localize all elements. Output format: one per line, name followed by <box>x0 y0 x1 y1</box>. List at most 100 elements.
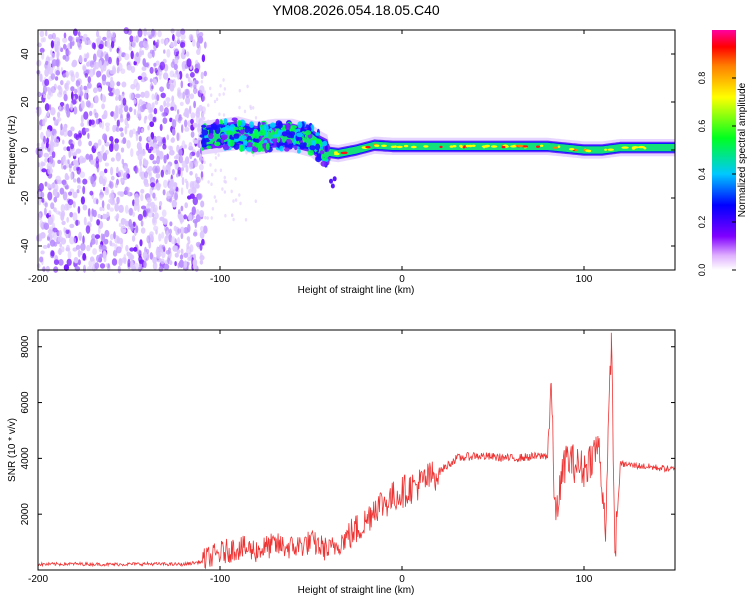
noise-blob <box>135 93 141 99</box>
noise-blob <box>111 175 115 181</box>
noise-blob <box>96 49 101 58</box>
noise-blob <box>204 215 207 220</box>
noise-blob <box>83 58 87 62</box>
noise-blob <box>188 160 194 170</box>
noise-blob <box>59 102 65 107</box>
noise-blob <box>75 71 79 79</box>
noise-blob <box>44 157 48 163</box>
noise-blob <box>41 197 45 203</box>
noise-blob <box>47 165 52 175</box>
noise-blob <box>70 86 75 92</box>
noise-blob <box>158 233 162 242</box>
ridge-blotch <box>279 145 284 152</box>
noise-blob <box>138 50 142 58</box>
noise-blob <box>62 139 65 145</box>
ridge-blotch <box>297 121 303 129</box>
noise-blob <box>50 40 55 49</box>
noise-blob <box>201 115 205 120</box>
noise-blob <box>129 35 134 43</box>
noise-blob <box>109 181 114 189</box>
noise-blob <box>98 43 104 50</box>
ridge-blotch <box>245 146 253 152</box>
ridge-blotch <box>233 126 239 131</box>
noise-blob <box>42 244 48 249</box>
noise-blob <box>188 252 192 260</box>
noise-blob <box>110 139 114 149</box>
ridge-blotch <box>276 136 281 143</box>
noise-blob <box>144 115 148 120</box>
noise-blob <box>87 266 93 271</box>
noise-blob <box>153 107 158 115</box>
ridge-hotspot <box>403 144 409 148</box>
noise-blob <box>168 79 172 85</box>
noise-blob <box>173 40 178 47</box>
noise-blob <box>152 216 156 224</box>
ridge-blotch <box>201 139 205 145</box>
noise-blob <box>66 146 71 152</box>
noise-blob <box>73 257 79 264</box>
noise-blob <box>123 165 128 172</box>
noise-blob <box>55 76 59 81</box>
noise-blob <box>61 156 66 165</box>
noise-blob <box>201 177 204 181</box>
noise-blob <box>142 251 148 260</box>
noise-blob <box>111 31 116 38</box>
noise-blob <box>66 244 70 251</box>
noise-blob <box>153 225 159 232</box>
colorbar-label: Normalized spectral amplitude <box>737 82 748 217</box>
noise-blob <box>122 97 127 106</box>
ridge-hotspot <box>374 144 380 147</box>
noise-blob <box>69 236 75 245</box>
noise-blob <box>75 219 79 226</box>
noise-blob <box>137 108 142 118</box>
ridge-hotspot <box>484 144 490 148</box>
noise-blob <box>39 30 45 38</box>
noise-blob <box>51 214 55 223</box>
ridge-hotspot <box>568 148 575 151</box>
noise-blob <box>143 27 147 37</box>
noise-blob <box>77 130 82 139</box>
noise-blob <box>141 128 144 133</box>
noise-blob <box>40 162 46 167</box>
noise-blob <box>177 209 181 215</box>
noise-blob <box>41 51 45 60</box>
noise-blob <box>138 135 142 142</box>
noise-blob <box>39 256 44 263</box>
snr-y-label: SNR (10 * v/v) <box>7 418 18 482</box>
noise-blob <box>184 202 188 209</box>
noise-blob <box>40 232 46 239</box>
noise-blob <box>156 94 160 102</box>
noise-blob <box>178 114 182 119</box>
noise-blob <box>39 73 43 82</box>
noise-blob <box>101 144 105 153</box>
noise-blob <box>246 84 249 89</box>
noise-blob <box>190 131 195 138</box>
noise-blob <box>44 207 47 216</box>
ridge-blotch <box>272 134 277 138</box>
noise-blob <box>47 236 50 241</box>
noise-blob <box>99 263 106 269</box>
noise-blob <box>97 87 102 92</box>
noise-blob <box>99 122 102 128</box>
noise-blob <box>66 258 72 266</box>
noise-blob <box>185 180 189 190</box>
noise-blob <box>184 156 190 165</box>
noise-blob <box>80 242 86 251</box>
noise-blob <box>94 95 99 104</box>
ridge-blotch <box>229 134 233 140</box>
noise-blob <box>94 234 101 240</box>
noise-blob <box>131 235 136 242</box>
noise-blob <box>172 34 175 42</box>
ridge-blotch <box>296 136 303 141</box>
ridge-hotspot <box>396 145 403 149</box>
noise-blob <box>149 153 155 161</box>
noise-blob <box>80 114 84 124</box>
ridge-blotch <box>257 143 263 150</box>
noise-blob <box>132 211 136 217</box>
noise-blob <box>162 189 166 196</box>
ridge-blotch <box>236 120 242 126</box>
noise-blob <box>171 137 175 143</box>
noise-blob <box>175 30 182 37</box>
noise-blob <box>154 100 159 105</box>
